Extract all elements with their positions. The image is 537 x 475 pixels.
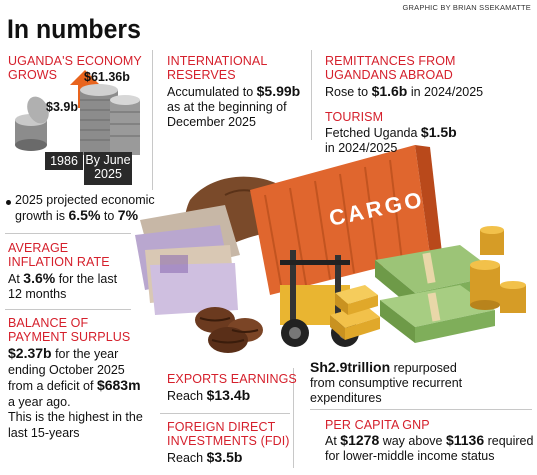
cash-stacks-icon	[375, 245, 500, 343]
coin-stack-small-icon	[15, 96, 49, 151]
exports-heading: EXPORTS EARNINGS	[167, 372, 297, 386]
divider	[152, 50, 153, 190]
banknotes-icon	[135, 205, 240, 315]
divider	[160, 413, 290, 414]
fdi-text: Reach $3.5b	[167, 449, 243, 466]
graphic-credit: GRAPHIC BY BRIAN SSEKAMATTE	[402, 3, 531, 12]
page-title: In numbers	[7, 14, 141, 44]
year-1986-label: 1986	[45, 152, 83, 170]
coffee-beans-icon	[195, 307, 263, 353]
divider	[311, 50, 312, 140]
gdp-value-2025: $61.36b	[84, 70, 130, 84]
cargo-illustration: CARGO	[135, 145, 526, 353]
gnp-heading: PER CAPITA GNP	[325, 418, 430, 432]
year-2025-label: By June 2025	[84, 152, 132, 185]
remittances-text: Rose to $1.6b in 2024/2025	[325, 83, 484, 100]
remittances-heading: REMITTANCES FROM UGANDANS ABROAD	[325, 54, 456, 82]
coin-stack-tall-icon	[80, 84, 140, 155]
tourism-heading: TOURISM	[325, 110, 384, 124]
divider	[5, 233, 131, 234]
fdi-heading: FOREIGN DIRECT INVESTMENTS (FDI)	[167, 420, 290, 448]
divider	[310, 409, 532, 410]
inflation-heading: AVERAGE INFLATION RATE	[8, 241, 110, 269]
economy-heading: UGANDA'S ECONOMY GROWS	[8, 54, 142, 82]
inflation-text: At 3.6% for the last 12 months	[8, 270, 118, 302]
divider	[293, 368, 294, 468]
gold-coins-icon	[470, 226, 526, 313]
reserves-heading: INTERNATIONAL RESERVES	[167, 54, 268, 82]
growth-projection: 2025 projected economic growth is 6.5% t…	[15, 193, 155, 223]
tourism-text: Fetched Uganda $1.5b in 2024/2025	[325, 124, 457, 156]
coin-stacks-illustration	[15, 70, 140, 155]
repurposed-text: Sh2.9trillion repurposed from consumptiv…	[310, 359, 463, 406]
payment-surplus-text: $2.37b for the year ending October 2025 …	[8, 345, 143, 440]
bullet-icon	[6, 200, 11, 205]
payment-surplus-heading: BALANCE OF PAYMENT SURPLUS	[8, 316, 131, 344]
reserves-text: Accumulated to $5.99b as at the beginnin…	[167, 83, 301, 130]
gdp-value-1986: $3.9b	[46, 100, 78, 114]
gnp-text: At $1278 way above $1136 required for lo…	[325, 432, 534, 464]
divider	[5, 309, 131, 310]
gold-bars-icon	[330, 285, 380, 340]
exports-text: Reach $13.4b	[167, 387, 251, 404]
